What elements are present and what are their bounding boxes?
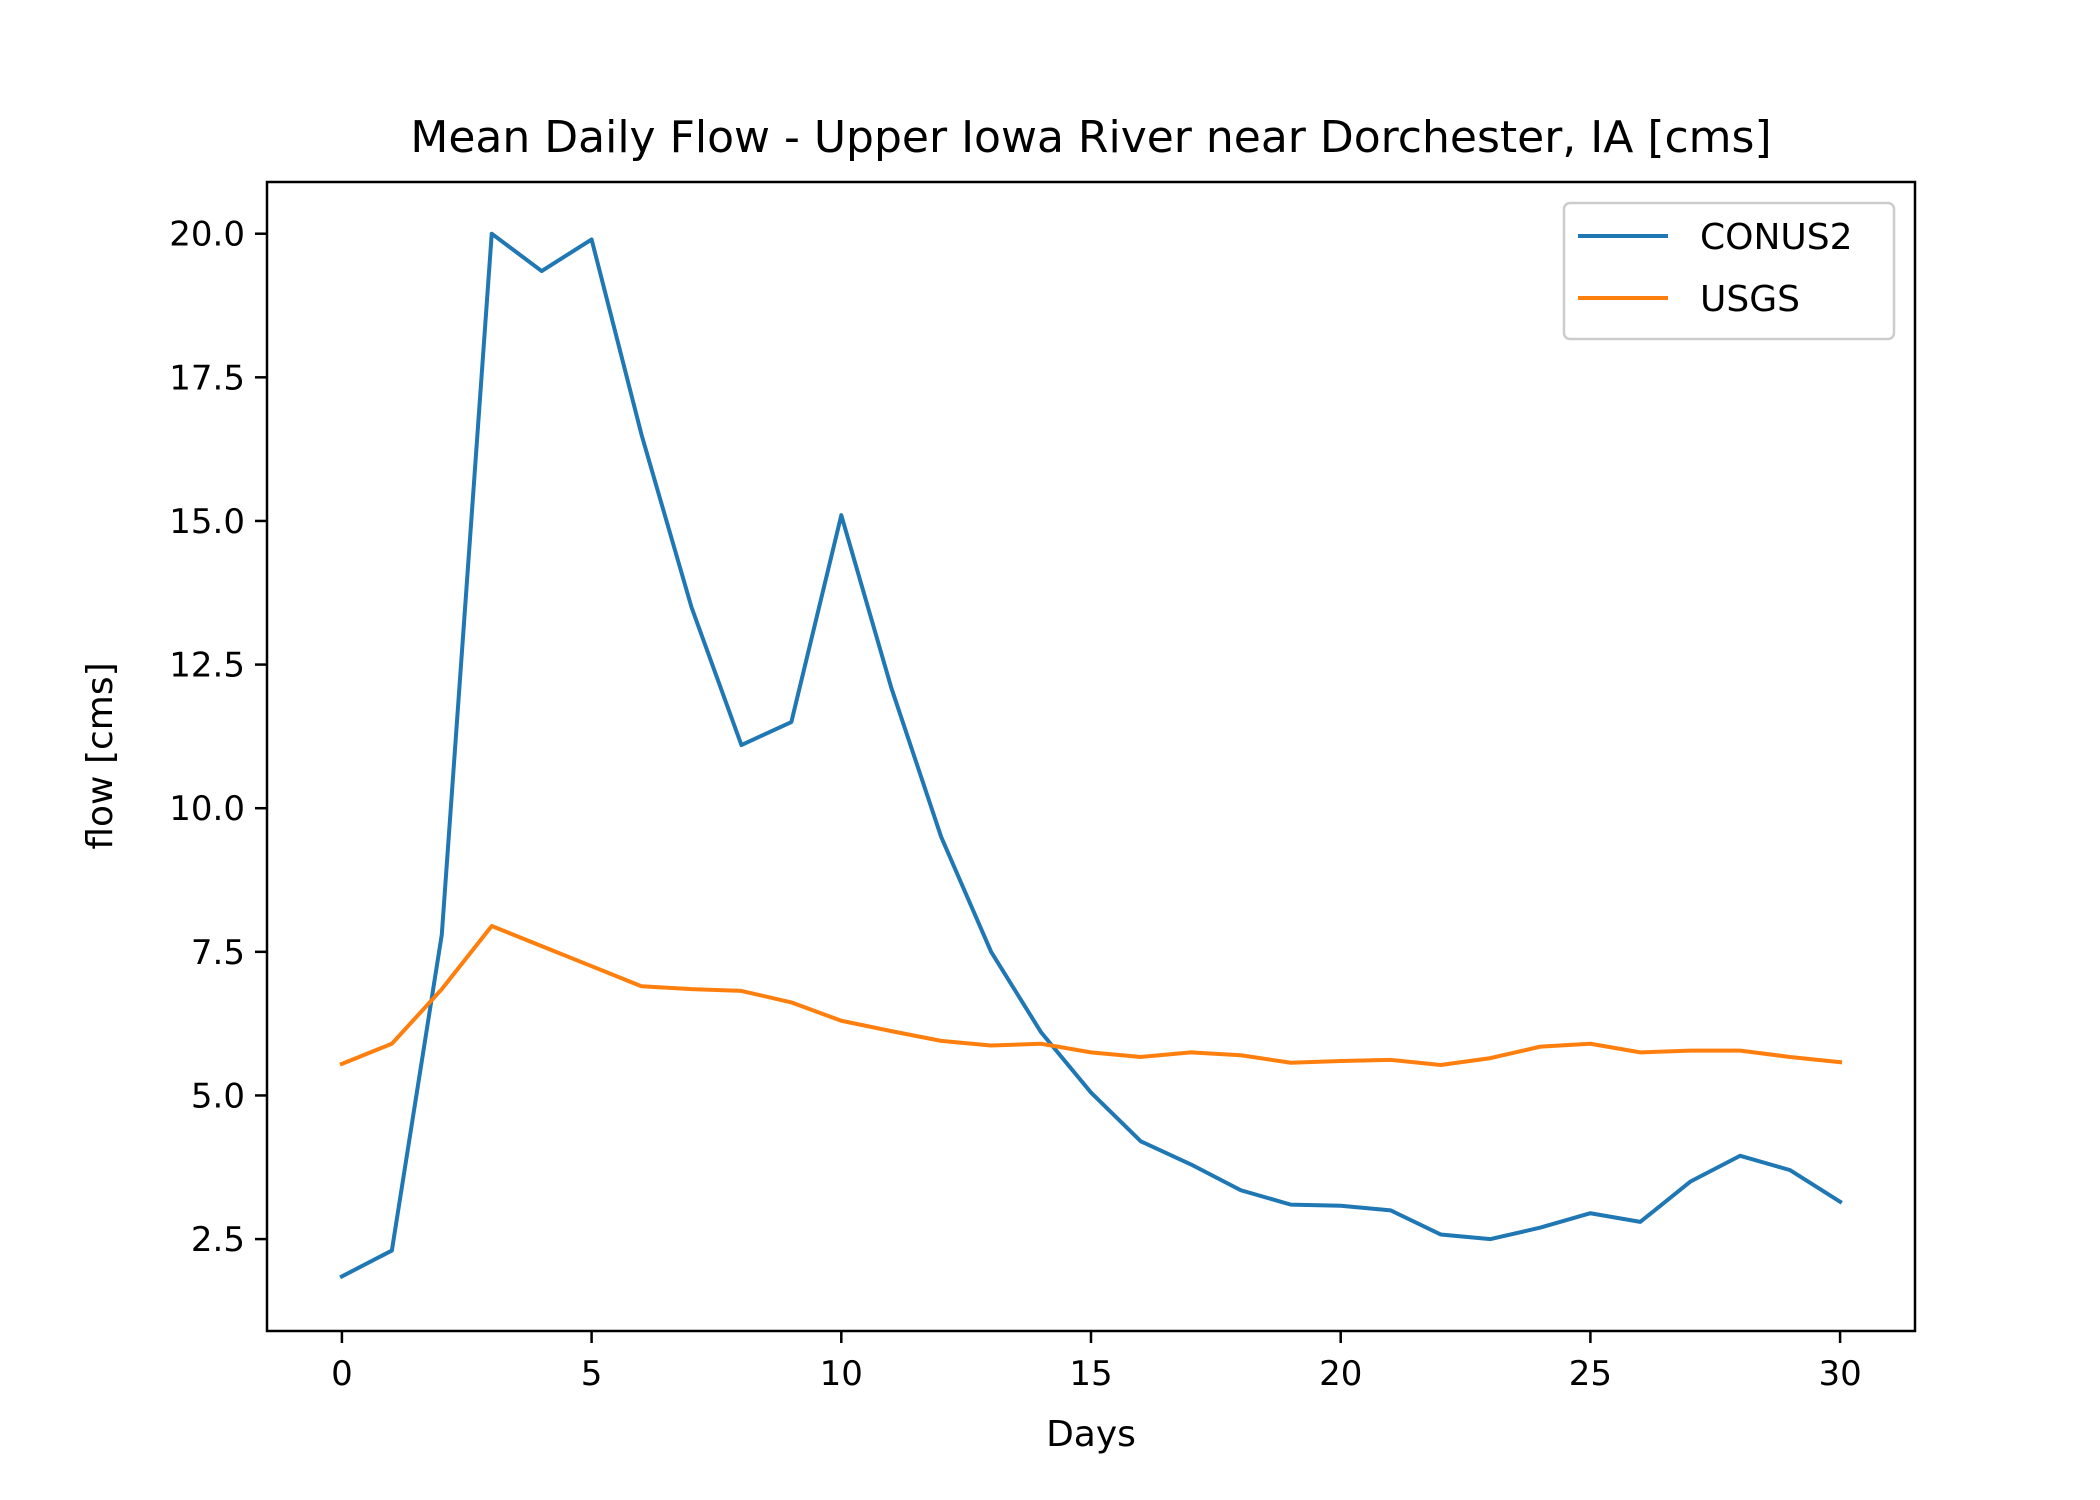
x-tick-label: 10 <box>820 1354 863 1394</box>
y-tick-label: 20.0 <box>169 215 245 255</box>
legend: CONUS2 USGS <box>1562 201 1896 341</box>
series-line-conus2 <box>339 231 1843 1280</box>
x-tick-label: 20 <box>1319 1354 1362 1394</box>
x-axis: 0 5 10 15 20 25 30 <box>331 1331 1862 1394</box>
y-tick-label: 2.5 <box>191 1220 245 1260</box>
legend-label-conus2: CONUS2 <box>1700 217 1853 258</box>
y-tick-label: 12.5 <box>169 646 245 686</box>
x-tick-label: 25 <box>1569 1354 1612 1394</box>
y-tick-label: 5.0 <box>191 1076 245 1116</box>
x-tick-label: 5 <box>581 1354 603 1394</box>
y-tick-label: 7.5 <box>191 933 245 973</box>
x-tick-label: 30 <box>1818 1354 1861 1394</box>
y-tick-label: 10.0 <box>169 789 245 829</box>
y-tick-label: 15.0 <box>169 502 245 542</box>
y-axis-label: flow [cms] <box>80 662 121 849</box>
series-line-usgs <box>339 923 1843 1068</box>
y-tick-label: 17.5 <box>169 358 245 398</box>
legend-label-usgs: USGS <box>1700 279 1800 320</box>
y-axis: 2.5 5.0 7.5 10.0 12.5 15.0 17.5 20.0 <box>169 215 267 1260</box>
plot-frame <box>265 180 1917 1333</box>
x-tick-label: 0 <box>331 1354 353 1394</box>
plot-area <box>339 231 1843 1280</box>
chart-title: Mean Daily Flow - Upper Iowa River near … <box>410 112 1771 163</box>
x-axis-label: Days <box>1046 1414 1136 1455</box>
x-tick-label: 15 <box>1069 1354 1112 1394</box>
